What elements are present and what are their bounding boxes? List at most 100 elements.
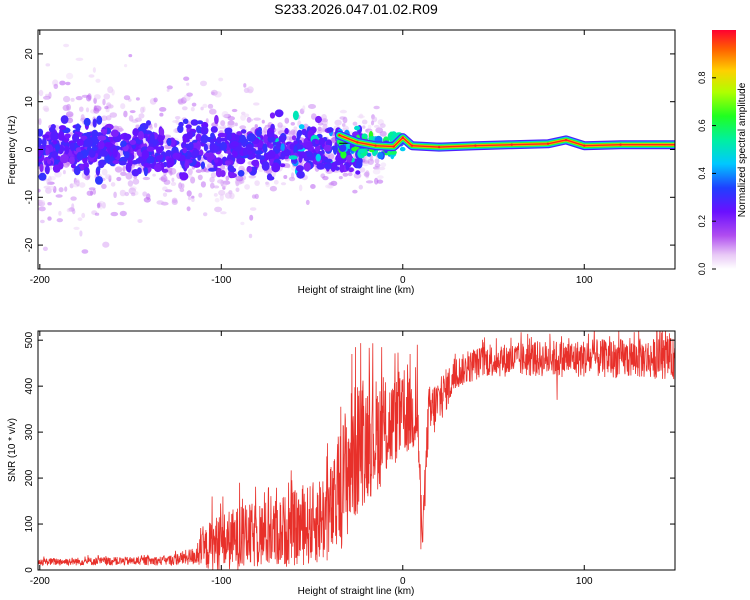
core-blob (261, 161, 270, 171)
core-blob (266, 131, 275, 138)
core-blob (98, 160, 105, 169)
noise-blob (186, 190, 192, 197)
core-blob (296, 151, 306, 156)
tone-track-point (338, 134, 341, 137)
core-blob (38, 128, 44, 136)
noise-blob (127, 180, 134, 187)
noise-blob (352, 121, 358, 126)
core-blob (39, 163, 44, 173)
core-blob (224, 160, 232, 165)
core-blob (143, 166, 148, 177)
noise-blob (48, 175, 52, 183)
noise-blob (305, 199, 310, 205)
snr-ylabel: SNR (10 * v/v) (7, 418, 18, 482)
noise-blob (172, 120, 179, 123)
noise-blob (290, 122, 295, 126)
core-blob (315, 153, 321, 162)
noise-blob (380, 162, 387, 168)
noise-blob (342, 172, 349, 177)
core-blob (51, 150, 58, 159)
core-blob (224, 127, 233, 134)
core-blob (131, 160, 139, 165)
core-blob (271, 162, 281, 173)
noise-blob (322, 176, 329, 181)
tone-track-point (374, 144, 377, 147)
noise-blob (359, 167, 366, 173)
noise-blob (377, 166, 386, 171)
noise-blob (251, 194, 257, 199)
snr-panel: -200 -100 0 100 0 100 200 300 400 500 Height of s… (7, 330, 676, 597)
noise-blob (47, 202, 52, 206)
noise-blob (75, 178, 80, 185)
noise-blob (173, 128, 179, 133)
core-blob (345, 162, 350, 171)
noise-blob (88, 187, 96, 191)
noise-blob (288, 130, 294, 137)
noise-blob (109, 112, 118, 118)
noise-blob (159, 107, 167, 112)
noise-blob (123, 110, 128, 118)
core-blob (355, 170, 361, 175)
noise-blob (240, 221, 245, 226)
noise-blob (73, 226, 80, 230)
core-blob (229, 132, 237, 141)
noise-blob (163, 134, 172, 138)
noise-blob (284, 117, 290, 124)
core-blob (188, 142, 194, 150)
noise-blob (373, 105, 380, 110)
snr-series-line (38, 331, 675, 570)
noise-blob (243, 83, 247, 88)
noise-blob (210, 172, 217, 178)
core-blob (278, 135, 286, 143)
core-blob (324, 163, 332, 170)
core-blob (268, 143, 274, 149)
core-blob (192, 158, 197, 166)
noise-blob (317, 122, 324, 126)
noise-blob (160, 175, 168, 183)
y-tick-label: 200 (24, 469, 35, 486)
noise-blob (153, 97, 158, 103)
core-blob (177, 125, 184, 133)
core-blob (230, 141, 240, 147)
noise-blob (38, 188, 41, 193)
noise-blob (65, 81, 71, 86)
core-blob (150, 133, 155, 144)
noise-blob (132, 178, 140, 185)
noise-blob (291, 172, 295, 179)
noise-blob (361, 119, 368, 125)
noise-blob (244, 184, 251, 190)
core-blob (210, 126, 218, 133)
noise-blob (239, 125, 247, 130)
noise-blob (210, 182, 215, 189)
core-blob (251, 159, 259, 167)
noise-blob (152, 173, 156, 177)
noise-blob (249, 207, 257, 211)
core-blob (182, 118, 189, 125)
noise-blob (181, 183, 185, 189)
figure-title: S233.2026.047.01.02.R09 (274, 1, 438, 17)
core-blob (296, 170, 305, 179)
noise-blob (198, 192, 203, 198)
noise-blob (107, 86, 114, 94)
noise-blob (197, 174, 203, 181)
noise-blob (285, 136, 292, 141)
tone-track-point (392, 145, 395, 148)
noise-blob (75, 96, 83, 101)
noise-blob (96, 202, 101, 209)
noise-blob (42, 105, 49, 111)
noise-blob (63, 95, 71, 103)
core-blob (293, 140, 298, 145)
noise-blob (283, 175, 288, 179)
noise-blob (47, 185, 55, 190)
noise-blob (164, 189, 173, 193)
noise-blob (272, 170, 276, 178)
colorbar-label: Normalized spectral amplitude (737, 82, 748, 217)
core-blob (237, 170, 245, 177)
core-blob (208, 167, 217, 172)
core-blob (104, 142, 113, 148)
noise-blob (110, 211, 119, 217)
core-blob (315, 115, 322, 124)
spectrogram-marks (38, 43, 675, 254)
noise-blob (124, 191, 130, 197)
noise-blob (187, 196, 192, 201)
